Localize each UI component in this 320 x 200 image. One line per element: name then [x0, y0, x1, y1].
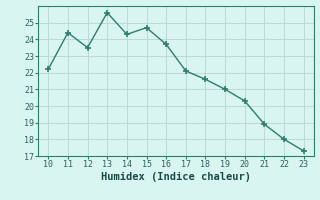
X-axis label: Humidex (Indice chaleur): Humidex (Indice chaleur)	[101, 172, 251, 182]
